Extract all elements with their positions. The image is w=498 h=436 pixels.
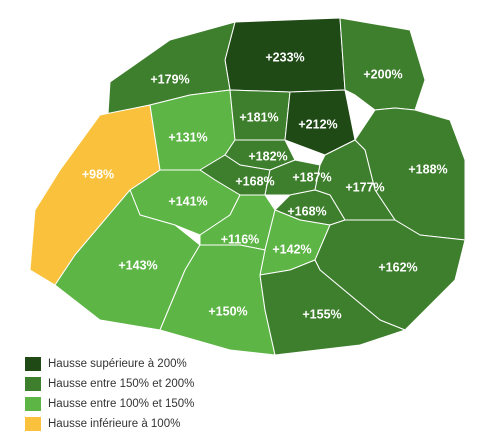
legend-swatch xyxy=(25,397,41,411)
region-label: +131% xyxy=(168,130,207,144)
legend-swatch xyxy=(25,417,41,431)
region-label: +162% xyxy=(378,260,417,274)
region-label: +98% xyxy=(82,167,114,181)
region-label: +168% xyxy=(235,174,274,188)
region-label: +182% xyxy=(248,149,287,163)
region-label: +177% xyxy=(345,180,384,194)
region-label: +181% xyxy=(239,110,278,124)
region xyxy=(339,17,426,111)
legend-label: Hausse inférieure à 100% xyxy=(48,418,180,430)
legend-label: Hausse entre 150% et 200% xyxy=(48,378,194,390)
region-label: +150% xyxy=(208,304,247,318)
region-label: +143% xyxy=(118,258,157,272)
region xyxy=(259,259,406,356)
legend-swatch xyxy=(25,377,41,391)
legend-swatch xyxy=(25,357,41,371)
region-label: +155% xyxy=(302,307,341,321)
region-label: +179% xyxy=(150,72,189,86)
region-label: +200% xyxy=(363,67,402,81)
legend-label: Hausse entre 100% et 150% xyxy=(48,398,194,410)
region-label: +141% xyxy=(168,194,207,208)
legend-label: Hausse supérieure à 200% xyxy=(48,358,187,370)
region-label: +188% xyxy=(408,162,447,176)
region-label: +233% xyxy=(265,50,304,64)
region-label: +212% xyxy=(298,117,337,131)
region-label: +187% xyxy=(292,170,331,184)
region-label: +168% xyxy=(287,204,326,218)
region-label: +116% xyxy=(221,232,260,246)
region-label: +142% xyxy=(272,242,311,256)
